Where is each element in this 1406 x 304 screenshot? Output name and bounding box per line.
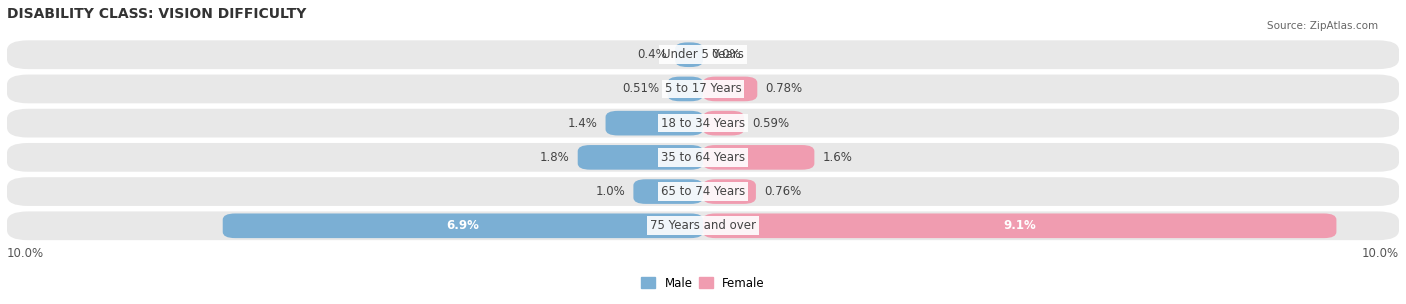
Text: 6.9%: 6.9% bbox=[447, 219, 479, 232]
Text: Source: ZipAtlas.com: Source: ZipAtlas.com bbox=[1267, 21, 1378, 31]
FancyBboxPatch shape bbox=[7, 40, 1399, 69]
FancyBboxPatch shape bbox=[222, 213, 703, 238]
Text: 1.4%: 1.4% bbox=[568, 117, 598, 130]
FancyBboxPatch shape bbox=[703, 111, 744, 136]
FancyBboxPatch shape bbox=[7, 177, 1399, 206]
Legend: Male, Female: Male, Female bbox=[637, 272, 769, 295]
Text: 75 Years and over: 75 Years and over bbox=[650, 219, 756, 232]
Text: 5 to 17 Years: 5 to 17 Years bbox=[665, 82, 741, 95]
Text: 0.51%: 0.51% bbox=[621, 82, 659, 95]
FancyBboxPatch shape bbox=[675, 42, 703, 67]
Text: DISABILITY CLASS: VISION DIFFICULTY: DISABILITY CLASS: VISION DIFFICULTY bbox=[7, 7, 307, 21]
Text: 10.0%: 10.0% bbox=[7, 247, 44, 260]
FancyBboxPatch shape bbox=[703, 213, 1337, 238]
FancyBboxPatch shape bbox=[633, 179, 703, 204]
Text: 0.0%: 0.0% bbox=[711, 48, 741, 61]
Text: 0.4%: 0.4% bbox=[637, 48, 666, 61]
FancyBboxPatch shape bbox=[7, 109, 1399, 137]
FancyBboxPatch shape bbox=[7, 143, 1399, 172]
Text: 0.78%: 0.78% bbox=[766, 82, 803, 95]
FancyBboxPatch shape bbox=[668, 77, 703, 101]
Text: Under 5 Years: Under 5 Years bbox=[662, 48, 744, 61]
Text: 10.0%: 10.0% bbox=[1362, 247, 1399, 260]
FancyBboxPatch shape bbox=[7, 74, 1399, 103]
Text: 1.0%: 1.0% bbox=[595, 185, 626, 198]
FancyBboxPatch shape bbox=[703, 77, 758, 101]
Text: 18 to 34 Years: 18 to 34 Years bbox=[661, 117, 745, 130]
FancyBboxPatch shape bbox=[7, 211, 1399, 240]
Text: 0.76%: 0.76% bbox=[765, 185, 801, 198]
Text: 35 to 64 Years: 35 to 64 Years bbox=[661, 151, 745, 164]
FancyBboxPatch shape bbox=[703, 179, 756, 204]
Text: 1.8%: 1.8% bbox=[540, 151, 569, 164]
FancyBboxPatch shape bbox=[606, 111, 703, 136]
FancyBboxPatch shape bbox=[703, 145, 814, 170]
Text: 0.59%: 0.59% bbox=[752, 117, 790, 130]
FancyBboxPatch shape bbox=[578, 145, 703, 170]
Text: 9.1%: 9.1% bbox=[1004, 219, 1036, 232]
Text: 1.6%: 1.6% bbox=[823, 151, 852, 164]
Text: 65 to 74 Years: 65 to 74 Years bbox=[661, 185, 745, 198]
